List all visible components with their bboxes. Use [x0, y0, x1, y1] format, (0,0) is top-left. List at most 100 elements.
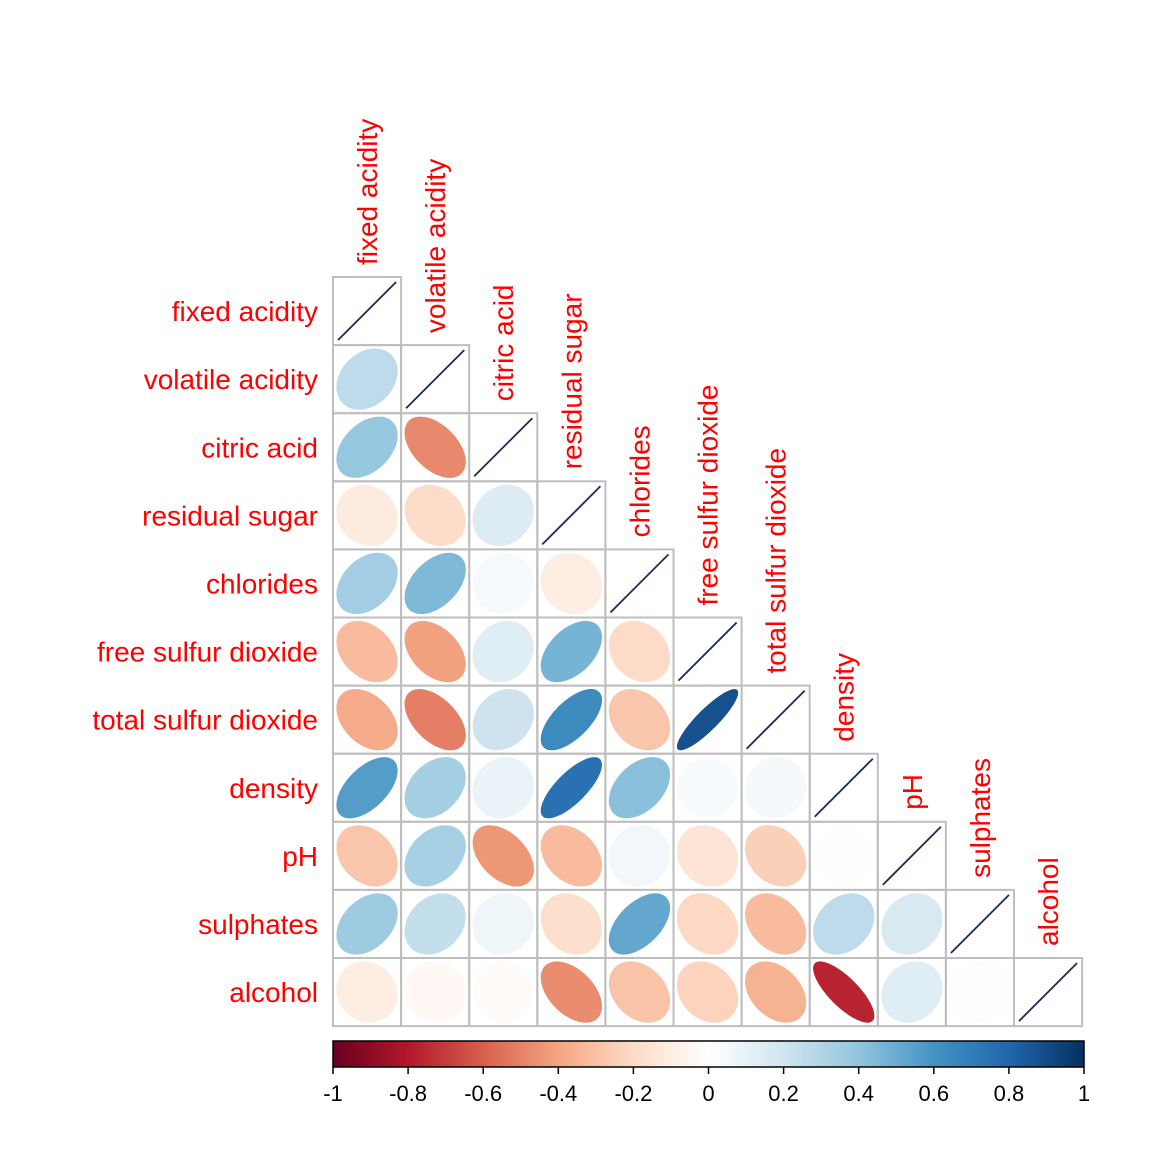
- ellipse-5-3: [540, 620, 602, 683]
- ellipse-8-6: [745, 825, 807, 887]
- column-labels: fixed acidity volatile acidity citric acid…: [352, 119, 1064, 946]
- ellipse-10-9: [949, 961, 1011, 1023]
- ellipse-9-3: [540, 893, 602, 955]
- colorbar-tick-label: 0.4: [843, 1081, 874, 1106]
- row-label: free sulfur dioxide: [97, 637, 318, 668]
- ellipse-7-6: [745, 757, 807, 819]
- ellipse-8-4: [608, 825, 671, 887]
- diagonal-line-9: [950, 894, 1010, 954]
- ellipse-10-4: [608, 961, 671, 1023]
- ellipse-9-0: [336, 893, 398, 955]
- column-label: sulphates: [965, 758, 996, 878]
- ellipse-9-1: [404, 893, 466, 955]
- ellipse-3-0: [336, 484, 398, 546]
- ellipse-5-0: [336, 620, 398, 683]
- ellipse-6-2: [472, 689, 534, 751]
- ellipse-10-7: [813, 961, 875, 1023]
- colorbar-tick-label: -1: [323, 1081, 343, 1106]
- row-label: residual sugar: [142, 500, 318, 531]
- ellipse-8-3: [540, 825, 602, 887]
- diagonal-line-10: [1018, 962, 1078, 1022]
- row-label: fixed acidity: [172, 296, 318, 327]
- column-label: volatile acidity: [420, 159, 451, 333]
- ellipse-4-2: [472, 552, 534, 615]
- ellipse-5-2: [472, 620, 534, 683]
- ellipse-9-2: [472, 893, 534, 955]
- ellipse-9-5: [676, 893, 739, 955]
- diagonal-line-8: [882, 826, 942, 886]
- row-label: chlorides: [206, 568, 318, 599]
- row-label: density: [229, 773, 318, 804]
- ellipse-8-5: [676, 825, 739, 887]
- ellipse-10-1: [404, 961, 466, 1023]
- diagonal-line-4: [609, 553, 670, 614]
- diagonal-line-1: [405, 349, 465, 409]
- ellipse-6-5: [676, 689, 739, 751]
- ellipse-10-6: [745, 961, 807, 1023]
- ellipse-7-4: [608, 757, 671, 819]
- colorbar-tick-label: -0.4: [539, 1081, 577, 1106]
- diagonal-line-5: [677, 621, 738, 682]
- ellipse-8-0: [336, 825, 398, 887]
- colorbar-tick-label: 0.6: [919, 1081, 950, 1106]
- colorbar-tick-label: 0.8: [994, 1081, 1025, 1106]
- ellipse-10-3: [540, 961, 602, 1023]
- colorbar-tick-label: -0.8: [389, 1081, 427, 1106]
- colorbar-tick-label: -0.2: [614, 1081, 652, 1106]
- row-label: sulphates: [198, 909, 318, 940]
- ellipse-9-8: [881, 893, 943, 955]
- ellipse-4-3: [540, 552, 602, 615]
- column-label: alcohol: [1033, 857, 1064, 946]
- colorbar-ticks: -1 -0.8 -0.6 -0.4 -0.2 0 0.2 0.4 0.6 0.8 1: [323, 1067, 1090, 1106]
- column-label: citric acid: [488, 284, 519, 401]
- diagonal-line-3: [541, 485, 602, 546]
- ellipse-6-1: [404, 689, 466, 751]
- colorbar-gradient: [332, 1040, 1085, 1068]
- ellipse-5-4: [608, 620, 671, 683]
- row-label: citric acid: [201, 432, 318, 463]
- ellipse-8-1: [404, 825, 466, 887]
- diagonal-line-6: [745, 689, 806, 750]
- ellipse-2-0: [336, 416, 398, 478]
- colorbar-tick-label: 0: [702, 1081, 714, 1106]
- correlation-cells: [332, 276, 1084, 1028]
- ellipse-7-1: [404, 757, 466, 819]
- column-label: pH: [897, 774, 928, 810]
- ellipse-6-0: [336, 689, 398, 751]
- row-label: alcohol: [229, 977, 318, 1008]
- ellipse-8-7: [813, 825, 875, 887]
- ellipse-10-8: [881, 961, 943, 1023]
- ellipse-8-2: [472, 825, 534, 887]
- ellipse-7-0: [336, 757, 398, 819]
- column-label: residual sugar: [556, 293, 587, 469]
- ellipse-3-2: [472, 484, 534, 546]
- ellipse-4-1: [404, 552, 466, 615]
- ellipse-6-3: [540, 689, 602, 751]
- colorbar-tick-label: 0.2: [768, 1081, 799, 1106]
- ellipse-4-0: [336, 552, 398, 615]
- ellipse-3-1: [404, 484, 466, 546]
- ellipse-10-2: [472, 961, 534, 1023]
- column-label: density: [829, 653, 860, 742]
- ellipse-6-4: [608, 689, 671, 751]
- cell-10-10: [1013, 957, 1084, 1028]
- colorbar: -1 -0.8 -0.6 -0.4 -0.2 0 0.2 0.4 0.6 0.8 1: [323, 1040, 1090, 1106]
- ellipse-9-6: [745, 893, 807, 955]
- column-label: fixed acidity: [352, 119, 383, 265]
- ellipse-9-4: [608, 893, 671, 955]
- ellipse-2-1: [404, 416, 466, 478]
- ellipse-7-2: [472, 757, 534, 819]
- ellipse-7-5: [676, 757, 739, 819]
- diagonal-line-2: [473, 417, 533, 477]
- colorbar-tick-label: -0.6: [464, 1081, 502, 1106]
- row-label: volatile acidity: [144, 364, 318, 395]
- row-label: total sulfur dioxide: [92, 705, 318, 736]
- ellipse-10-0: [336, 961, 398, 1023]
- ellipse-10-5: [676, 961, 739, 1023]
- column-label: chlorides: [624, 425, 655, 537]
- ellipse-9-7: [813, 893, 875, 955]
- ellipse-7-3: [540, 757, 602, 819]
- row-labels: fixed acidity volatile acidity citric acid…: [92, 296, 318, 1008]
- row-label: pH: [282, 841, 318, 872]
